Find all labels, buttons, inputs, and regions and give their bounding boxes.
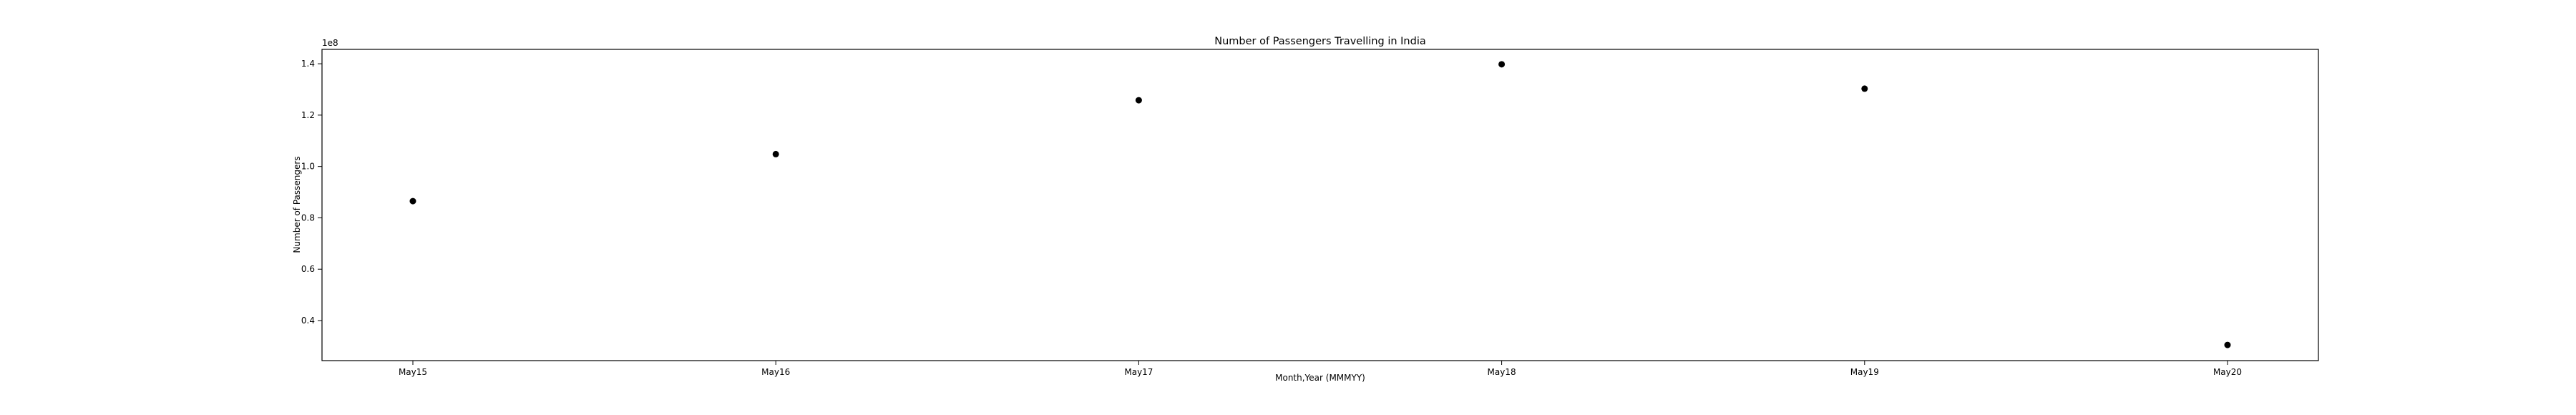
data-point-may19 [1861,85,1868,92]
data-point-may17 [1135,97,1142,104]
x-tick-label: May16 [761,367,790,377]
y-tick-label: 0.4 [301,316,315,326]
y-tick-label: 0.8 [301,213,315,223]
plot-area [321,49,2319,361]
x-axis-label: Month,Year (MMMYY) [1275,373,1365,383]
x-tick-label: May17 [1124,367,1153,377]
data-point-may18 [1498,61,1506,68]
y-axis-label: Number of Passengers [292,156,302,253]
x-ticks: May15 May16 May17 May18 May19 May20 [399,361,2242,377]
y-tick-label: 1.4 [301,59,315,69]
x-tick-label: May19 [1850,367,1879,377]
y-tick-label: 1.2 [301,110,315,120]
chart-title: Number of Passengers Travelling in India [1214,36,1425,47]
x-tick-label: May18 [1488,367,1516,377]
data-point-may20 [2224,341,2231,348]
data-points [409,61,2231,348]
data-point-may16 [772,150,779,157]
x-tick-label: May20 [2213,367,2242,377]
y-tick-label: 1.0 [301,162,315,172]
x-tick-label: May15 [399,367,427,377]
y-offset-label: 1e8 [322,38,338,48]
data-point-may15 [409,197,416,205]
y-ticks: 0.4 0.6 0.8 1.0 1.2 1.4 [301,59,322,326]
y-tick-label: 0.6 [301,264,315,274]
